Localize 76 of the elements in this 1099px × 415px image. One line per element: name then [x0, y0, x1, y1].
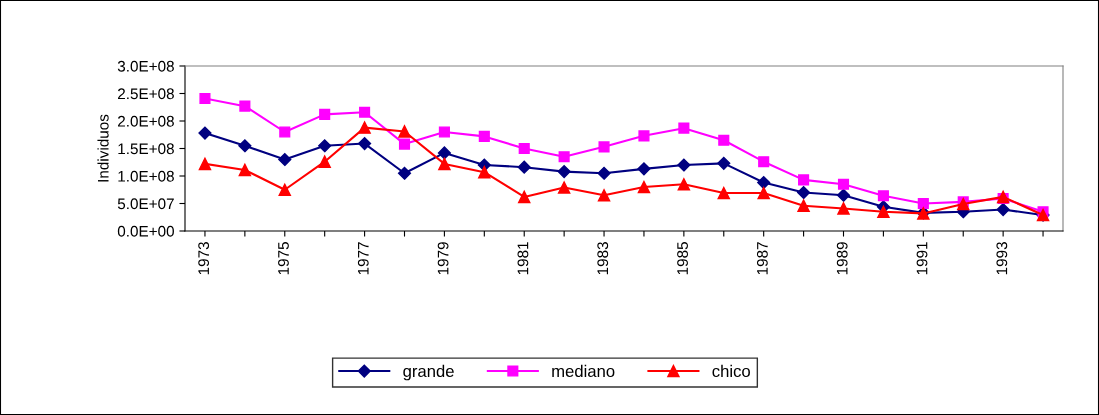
point — [877, 190, 889, 202]
point — [638, 130, 650, 142]
point — [837, 178, 850, 190]
point — [397, 166, 412, 180]
x-tick-label: 1993 — [996, 242, 1008, 275]
point — [358, 136, 372, 151]
point — [597, 166, 611, 180]
point — [278, 183, 292, 197]
x-tick-label: 1973 — [198, 242, 210, 275]
legend-label: chico — [712, 364, 750, 378]
point — [278, 152, 292, 167]
point — [836, 188, 851, 202]
point — [678, 122, 690, 134]
point — [398, 138, 411, 150]
x-tick-label: 1989 — [836, 242, 848, 275]
point — [557, 181, 571, 194]
y-axis-title: Individuos — [97, 114, 109, 182]
point — [517, 190, 531, 204]
point — [198, 157, 212, 171]
legend-label: mediano — [552, 364, 615, 378]
point — [677, 177, 691, 191]
point — [717, 156, 731, 170]
point — [238, 139, 252, 153]
point — [558, 151, 570, 163]
point — [598, 141, 610, 153]
point — [717, 186, 731, 200]
point — [797, 185, 811, 200]
y-tick-label: 3.0E+08 — [117, 60, 174, 72]
x-tick-label: 1979 — [437, 242, 449, 275]
point — [358, 121, 371, 134]
y-tick-label: 0.0E+00 — [117, 225, 174, 237]
y-tick-label: 5.0E+07 — [117, 198, 174, 210]
x-tick-label: 1977 — [357, 242, 369, 275]
point — [238, 163, 252, 177]
point — [877, 205, 890, 219]
x-tick-label: 1985 — [677, 242, 688, 275]
point — [798, 174, 810, 186]
y-tick-label: 1.0E+08 — [118, 170, 174, 182]
point — [996, 202, 1010, 217]
point — [917, 197, 929, 210]
point — [279, 126, 291, 138]
point — [518, 142, 530, 155]
point — [438, 157, 451, 171]
point — [757, 186, 770, 200]
point — [837, 202, 850, 215]
point — [677, 158, 691, 172]
x-tick-label: 1981 — [517, 242, 529, 275]
point — [517, 160, 531, 174]
y-tick-label: 1.5E+08 — [118, 143, 174, 155]
point — [757, 176, 771, 190]
legend-label: grande — [403, 364, 454, 381]
point — [797, 199, 810, 212]
point — [597, 188, 611, 202]
point — [318, 139, 332, 153]
point — [199, 92, 211, 105]
point — [319, 108, 331, 120]
x-tick-label: 1975 — [278, 242, 289, 275]
point — [239, 100, 251, 112]
x-tick-label: 1991 — [916, 242, 928, 275]
point — [198, 126, 212, 140]
point — [557, 165, 571, 179]
point — [758, 156, 770, 168]
point — [438, 126, 450, 138]
y-tick-label: 2.0E+08 — [118, 115, 174, 127]
point — [359, 106, 371, 118]
point — [478, 130, 490, 142]
point — [398, 125, 411, 138]
x-tick-label: 1987 — [756, 242, 768, 275]
point — [318, 155, 331, 168]
point — [478, 165, 491, 179]
point — [718, 134, 730, 146]
point — [637, 180, 651, 194]
point — [437, 146, 451, 160]
x-tick-label: 1983 — [597, 242, 609, 275]
point — [637, 162, 651, 176]
y-tick-label: 2.5E+08 — [118, 88, 174, 100]
